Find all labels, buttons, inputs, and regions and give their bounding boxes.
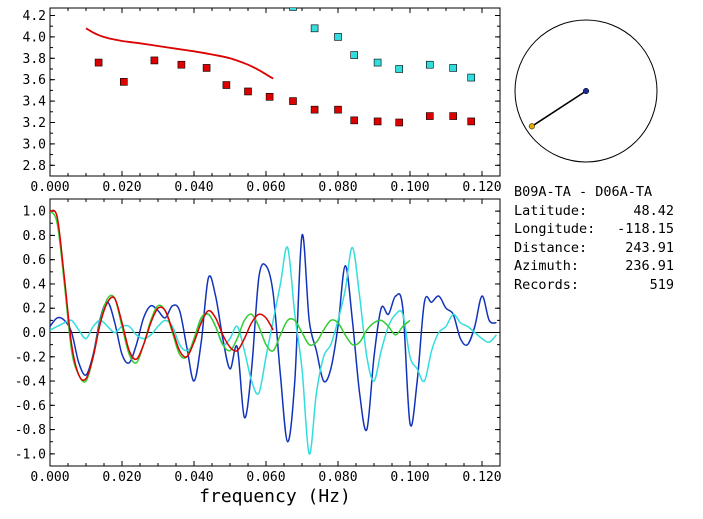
series-line-2 bbox=[50, 210, 411, 383]
longitude-value: -118.15 bbox=[617, 221, 674, 238]
station-pair-title: B09A-TA - D06A-TA bbox=[514, 184, 653, 200]
data-point bbox=[467, 73, 476, 82]
plot-frame bbox=[49, 7, 501, 177]
data-point bbox=[289, 97, 297, 105]
data-point bbox=[289, 8, 297, 11]
data-point bbox=[120, 78, 128, 86]
azimuth-label: Azimuth: bbox=[514, 258, 580, 275]
x-tick-label: 0.060 bbox=[246, 470, 285, 485]
data-point bbox=[467, 117, 476, 126]
series-layer bbox=[50, 209, 497, 455]
x-tick-label: 0.000 bbox=[30, 470, 69, 485]
y-tick-label: 0.6 bbox=[23, 253, 46, 268]
series-layer bbox=[85, 8, 476, 127]
y-tick-label: 3.6 bbox=[23, 73, 46, 88]
y-tick-label: 2.8 bbox=[23, 159, 46, 174]
remote-station-marker bbox=[528, 123, 535, 130]
data-point bbox=[222, 81, 231, 89]
data-point bbox=[350, 116, 359, 125]
reference-station-marker bbox=[582, 87, 590, 95]
x-tick-label: 0.100 bbox=[390, 470, 429, 485]
longitude-row: Longitude: -118.15 bbox=[514, 220, 674, 239]
data-point bbox=[310, 105, 319, 114]
x-tick-label: 0.020 bbox=[102, 180, 141, 195]
y-tick-label: 0.4 bbox=[23, 277, 47, 292]
records-value: 519 bbox=[649, 276, 674, 293]
y-tick-label: 1.0 bbox=[23, 205, 46, 220]
y-tick-label: 3.2 bbox=[23, 116, 46, 131]
data-point bbox=[94, 58, 103, 67]
x-tick-label: 0.040 bbox=[174, 470, 213, 485]
series-line-2 bbox=[85, 27, 274, 80]
latitude-value: 48.42 bbox=[633, 202, 674, 219]
distance-row: Distance: 243.91 bbox=[514, 239, 674, 258]
x-tick-label: 0.000 bbox=[30, 180, 69, 195]
y-tick-label: 4.2 bbox=[23, 9, 46, 24]
azimuth-value: 236.91 bbox=[625, 258, 674, 275]
distance-label: Distance: bbox=[514, 239, 588, 256]
data-point bbox=[350, 51, 359, 59]
x-tick-label: 0.020 bbox=[102, 470, 141, 485]
records-row: Records: 519 bbox=[514, 276, 674, 295]
longitude-label: Longitude: bbox=[514, 221, 596, 238]
x-tick-label: 0.100 bbox=[390, 180, 429, 195]
series-line-3 bbox=[50, 209, 274, 382]
data-point bbox=[395, 65, 404, 73]
data-point bbox=[202, 64, 211, 72]
y-tick-label: -0.8 bbox=[15, 423, 46, 438]
correlation-plot: 0.000 0.020 0.040 0.060 0.080 0.100 0.120 -1.0 -… bbox=[15, 198, 502, 485]
y-tick-label: -0.2 bbox=[15, 350, 46, 365]
x-tick-label: 0.060 bbox=[246, 180, 285, 195]
data-point bbox=[265, 93, 274, 101]
y-tick-label: -0.4 bbox=[15, 375, 46, 390]
azimuth-ray bbox=[531, 90, 587, 127]
x-tick-label: 0.120 bbox=[462, 180, 501, 195]
x-axis-label: frequency (Hz) bbox=[199, 486, 351, 507]
series-line-0 bbox=[50, 233, 497, 443]
data-point bbox=[177, 60, 186, 69]
x-tick-label: 0.040 bbox=[174, 180, 213, 195]
data-point bbox=[373, 117, 382, 126]
data-point bbox=[373, 58, 382, 67]
y-tick-label: 0.8 bbox=[23, 229, 46, 244]
distance-value: 243.91 bbox=[625, 239, 674, 256]
records-label: Records: bbox=[514, 276, 580, 293]
y-tick-label: 4.0 bbox=[23, 30, 46, 45]
data-point bbox=[310, 24, 319, 33]
location-inset bbox=[514, 19, 658, 163]
y-tick-label: -1.0 bbox=[15, 447, 46, 462]
data-point bbox=[425, 112, 434, 120]
x-tick-label: 0.080 bbox=[318, 470, 357, 485]
data-point bbox=[244, 87, 252, 96]
latitude-label: Latitude: bbox=[514, 202, 588, 219]
data-point bbox=[395, 118, 404, 127]
y-tick-label: 3.4 bbox=[23, 95, 47, 110]
y-tick-label: -0.6 bbox=[15, 399, 46, 414]
data-point bbox=[334, 105, 342, 114]
data-point bbox=[449, 64, 458, 72]
x-tick-label: 0.080 bbox=[318, 180, 357, 195]
x-tick-label: 0.120 bbox=[462, 470, 501, 485]
y-tick-label: 0.2 bbox=[23, 302, 46, 317]
y-tick-label: 3.0 bbox=[23, 137, 46, 152]
azimuth-row: Azimuth: 236.91 bbox=[514, 257, 674, 276]
data-point bbox=[425, 60, 434, 69]
series-line-1 bbox=[50, 246, 497, 455]
data-point bbox=[150, 56, 159, 65]
y-tick-label: 3.8 bbox=[23, 52, 46, 67]
data-point bbox=[449, 112, 458, 120]
dispersion-plot: 0.000 0.020 0.040 0.060 0.080 0.100 0.120 2.8 3.… bbox=[23, 7, 502, 195]
latitude-row: Latitude: 48.42 bbox=[514, 202, 674, 221]
y-tick-label: 0.0 bbox=[23, 326, 46, 341]
station-info-panel: B09A-TA - D06A-TA Latitude: 48.42 Longitu… bbox=[514, 183, 674, 295]
data-point bbox=[334, 33, 342, 41]
